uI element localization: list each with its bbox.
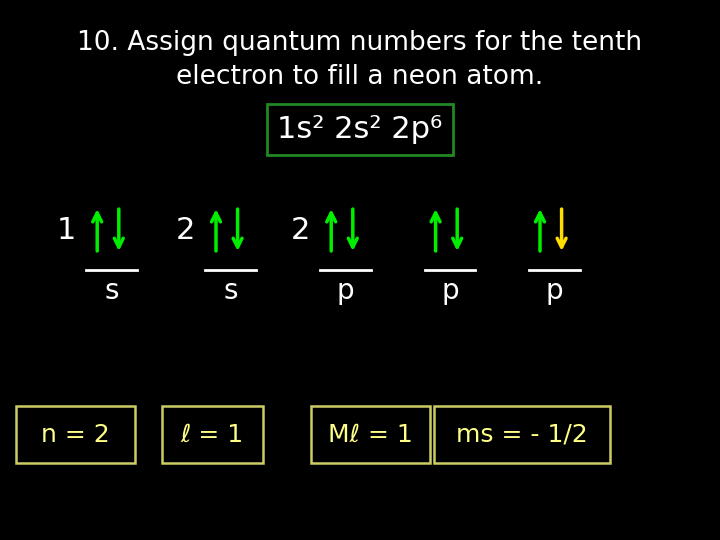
Text: p: p [337,276,354,305]
Text: s: s [223,276,238,305]
Text: ℓ = 1: ℓ = 1 [181,423,244,447]
Text: 2: 2 [291,215,310,245]
Text: p: p [441,276,459,305]
Text: s: s [104,276,119,305]
Text: 10. Assign quantum numbers for the tenth: 10. Assign quantum numbers for the tenth [78,30,642,56]
Text: ms = - 1/2: ms = - 1/2 [456,423,588,447]
Text: n = 2: n = 2 [41,423,110,447]
Text: electron to fill a neon atom.: electron to fill a neon atom. [176,64,544,90]
Text: Mℓ = 1: Mℓ = 1 [328,423,413,447]
Text: 1: 1 [57,215,76,245]
Text: p: p [546,276,563,305]
Text: 2: 2 [176,215,194,245]
Text: 1s² 2s² 2p⁶: 1s² 2s² 2p⁶ [277,115,443,144]
